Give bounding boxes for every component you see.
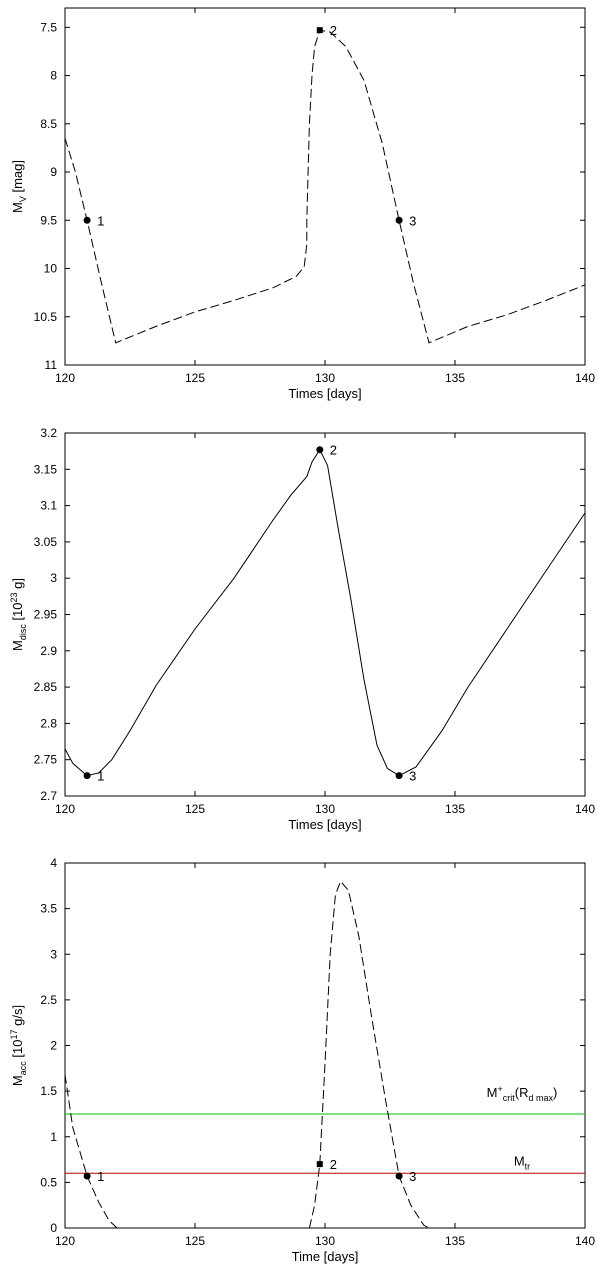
data-point-label-2: 2 <box>330 443 337 458</box>
y-tick-label: 3.1 <box>40 499 57 513</box>
data-point-3 <box>395 216 403 224</box>
data-point-1 <box>83 216 91 224</box>
chart-panel-3: 120 125 130 135 140 0 0.5 1 1.5 2 2.5 3 3.5 4 Time [da… <box>9 856 595 1264</box>
plot-frame <box>64 432 586 797</box>
data-point-1 <box>83 772 91 780</box>
series-line-1 <box>65 448 585 777</box>
x-axis-label: Times [days] <box>288 386 361 401</box>
data-point-label-1: 1 <box>97 213 104 228</box>
y-tick-label: 9 <box>50 165 57 179</box>
data-point-1 <box>83 1172 91 1180</box>
y-tick-label: 2.95 <box>34 608 58 622</box>
series-line-2 <box>308 880 430 1228</box>
y-tick-label: 4 <box>50 856 57 870</box>
y-tick-label: 8 <box>50 69 57 83</box>
x-tick-label: 140 <box>575 371 595 385</box>
plot-frame <box>64 7 586 366</box>
y-tick-label: 0 <box>50 1221 57 1235</box>
x-axis-label: Times [days] <box>288 817 361 832</box>
reference-line-label-2: Mtr <box>514 1153 530 1171</box>
y-tick-label: 1 <box>50 1130 57 1144</box>
y-axis-label: Macc [1017 g/s] <box>9 1005 28 1086</box>
y-tick-label: 2.5 <box>40 993 57 1007</box>
y-tick-label: 3 <box>50 571 57 585</box>
x-tick-label: 130 <box>315 371 335 385</box>
data-point-label-3: 3 <box>409 769 416 784</box>
y-axis-label: MV [mag] <box>10 160 28 213</box>
y-tick-label: 3 <box>50 947 57 961</box>
x-tick-label: 130 <box>315 802 335 816</box>
reference-line-label-1: M+crit(Rd max) <box>487 1084 558 1103</box>
y-axis-label: Mdisc [1023 g] <box>9 578 28 651</box>
data-point-3 <box>395 772 403 780</box>
series-line-1 <box>65 29 585 344</box>
y-tick-label: 11 <box>45 358 58 372</box>
chart-panel-2: 120 125 130 135 140 2.7 2.75 2.8 2.85 2.9 2.95 3 3.0… <box>9 426 595 832</box>
x-tick-label: 125 <box>185 371 205 385</box>
chart-panel-1: 120 125 130 135 140 7.5 8 8.5 9 9.5 10 10.5 11 Times … <box>10 7 595 401</box>
y-tick-label: 8.5 <box>40 117 57 131</box>
data-point-label-3: 3 <box>409 1169 416 1184</box>
x-tick-label: 140 <box>575 802 595 816</box>
x-tick-label: 120 <box>55 371 75 385</box>
x-tick-label: 130 <box>315 1234 335 1248</box>
y-tick-label: 10.5 <box>34 310 58 324</box>
data-point-label-2: 2 <box>330 1157 337 1172</box>
data-point-3 <box>395 1172 403 1180</box>
data-point-label-3: 3 <box>409 213 416 228</box>
x-tick-label: 125 <box>185 1234 205 1248</box>
data-point-2 <box>316 446 324 454</box>
x-tick-label: 135 <box>445 371 465 385</box>
x-tick-label: 120 <box>55 802 75 816</box>
y-tick-label: 3.5 <box>40 902 57 916</box>
y-tick-label: 2.75 <box>34 753 58 767</box>
y-tick-label: 3.05 <box>34 535 58 549</box>
x-tick-label: 125 <box>185 802 205 816</box>
x-tick-label: 135 <box>445 802 465 816</box>
data-point-label-2: 2 <box>330 23 337 38</box>
y-tick-label: 2.85 <box>34 680 58 694</box>
y-tick-label: 2.8 <box>40 716 57 730</box>
data-point-label-1: 1 <box>97 769 104 784</box>
x-tick-label: 120 <box>55 1234 75 1248</box>
y-tick-label: 3.15 <box>34 462 58 476</box>
y-tick-label: 10 <box>44 262 58 276</box>
x-tick-label: 140 <box>575 1234 595 1248</box>
y-tick-label: 2.9 <box>40 644 57 658</box>
y-tick-label: 9.5 <box>40 213 57 227</box>
y-tick-label: 1.5 <box>40 1084 57 1098</box>
y-tick-label: 2.7 <box>40 789 57 803</box>
y-tick-label: 3.2 <box>40 426 57 440</box>
x-axis-label: Time [days] <box>292 1249 359 1264</box>
data-point-2 <box>316 1161 323 1168</box>
y-tick-label: 7.5 <box>40 20 57 34</box>
data-point-label-1: 1 <box>97 1169 104 1184</box>
y-tick-label: 0.5 <box>40 1175 57 1189</box>
x-tick-label: 135 <box>445 1234 465 1248</box>
series-line-1 <box>65 1074 118 1228</box>
y-tick-label: 2 <box>50 1039 57 1053</box>
data-point-2 <box>316 27 323 34</box>
